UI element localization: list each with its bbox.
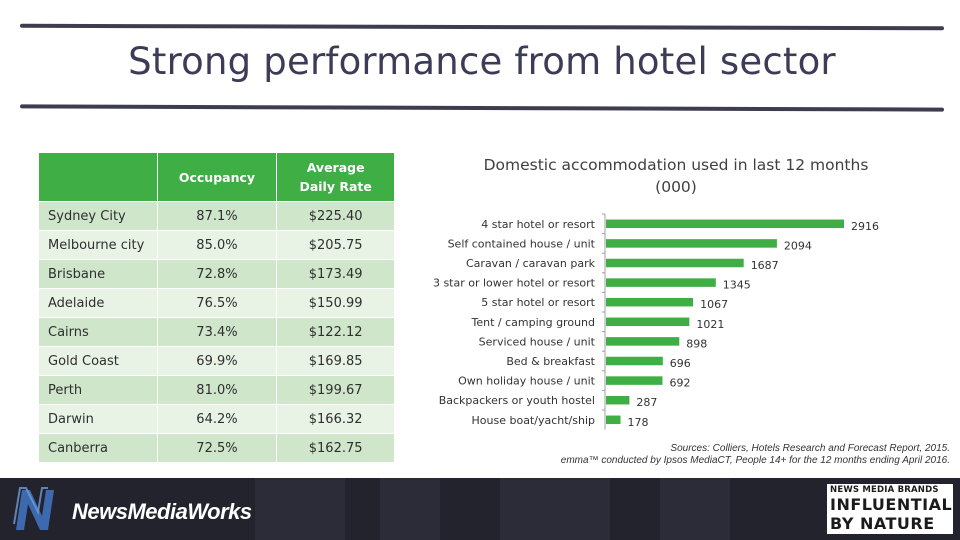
chart-category-label: Tent / camping ground <box>470 316 595 329</box>
footer-logo-text: NewsMediaWorks <box>72 499 252 524</box>
chart-category-label: Self contained house / unit <box>448 237 596 250</box>
chart-category-label: Own holiday house / unit <box>458 375 596 388</box>
table-row: Cairns 73.4% $122.12 <box>38 317 395 347</box>
chart-bar <box>606 337 680 346</box>
chart-bar <box>606 219 844 229</box>
table-header-average-daily-rate: Average Daily Rate <box>276 152 395 202</box>
chart-bar <box>606 278 716 287</box>
chart-bar <box>606 258 744 268</box>
chart-title-line1: Domestic accommodation used in last 12 m… <box>483 156 869 174</box>
footer-bar <box>0 478 960 540</box>
chart-category-label: 4 star hotel or resort <box>481 218 595 231</box>
chart-category-label: 5 star hotel or resort <box>481 296 595 309</box>
table-cell-occupancy: 85.0% <box>156 230 278 260</box>
chart-category-label: 3 star or lower hotel or resort <box>433 277 596 290</box>
chart-category-label: House boat/yacht/ship <box>472 414 595 427</box>
table-cell-adr: $205.75 <box>276 230 395 260</box>
sources-line1: Sources: Colliers, Hotels Research and F… <box>670 443 950 454</box>
table-row: Adelaide 76.5% $150.99 <box>38 288 395 318</box>
table-cell-city: Sydney City <box>38 201 158 231</box>
table-row: Canberra 72.5% $162.75 <box>38 433 395 463</box>
table-cell-occupancy: 72.8% <box>156 259 278 289</box>
table-cell-occupancy: 72.5% <box>156 433 278 463</box>
table-cell-occupancy: 69.9% <box>156 346 278 376</box>
chart-value-label: 287 <box>636 396 657 409</box>
table-cell-adr: $199.67 <box>276 375 395 405</box>
chart-value-label: 696 <box>670 357 691 370</box>
newsmediaworks-logo-icon <box>13 487 54 530</box>
table-cell-adr: $122.12 <box>276 317 395 347</box>
table-cell-city: Adelaide <box>38 288 158 318</box>
chart-bar <box>606 317 690 327</box>
chart-bar <box>606 376 663 385</box>
top-rule <box>19 23 945 31</box>
table-cell-city: Brisbane <box>38 259 158 289</box>
table-cell-city: Darwin <box>38 404 158 434</box>
table-cell-adr: $150.99 <box>276 288 395 318</box>
footer-stripe <box>380 478 440 540</box>
chart-category-label: Bed & breakfast <box>506 355 595 368</box>
chart-value-label: 178 <box>628 416 649 429</box>
table-cell-city: Gold Coast <box>38 346 158 376</box>
chart-category-label: Serviced house / unit <box>479 335 596 348</box>
chart-value-label: 1067 <box>700 298 728 311</box>
chart-value-label: 898 <box>686 337 707 350</box>
table-cell-adr: $166.32 <box>276 404 395 434</box>
table-header-adr-label: Average Daily Rate <box>299 160 372 194</box>
table-cell-adr: $162.75 <box>276 433 395 463</box>
chart-bar <box>606 395 630 405</box>
table-row: Brisbane 72.8% $173.49 <box>38 259 395 289</box>
influential-by-nature-badge: NEWS MEDIA BRANDS INFLUENTIAL BY NATURE <box>827 484 953 534</box>
chart-title-line2: (000) <box>655 178 697 196</box>
badge-line1: NEWS MEDIA BRANDS <box>830 485 939 495</box>
table-row: Sydney City 87.1% $225.40 <box>38 201 395 231</box>
footer-stripe <box>255 478 345 540</box>
table-header-city <box>38 152 158 202</box>
chart-value-label: 2094 <box>784 239 812 252</box>
hotel-performance-table: Occupancy Average Daily Rate Sydney City… <box>38 152 395 463</box>
footer-stripe <box>660 478 730 540</box>
sources-line2: emma™ conducted by Ipsos MediaCT, People… <box>560 455 950 466</box>
chart-bar <box>606 239 777 248</box>
table-cell-city: Cairns <box>38 317 158 347</box>
footer-stripe <box>500 478 610 540</box>
table-row: Perth 81.0% $199.67 <box>38 375 395 405</box>
table-header-row: Occupancy Average Daily Rate <box>38 152 395 202</box>
table-cell-adr: $169.85 <box>276 346 395 376</box>
chart-value-label: 1021 <box>696 318 724 331</box>
sources-note: Sources: Colliers, Hotels Research and F… <box>561 443 950 467</box>
table-cell-adr: $173.49 <box>276 259 395 289</box>
table-cell-occupancy: 81.0% <box>156 375 278 405</box>
chart-category-label: Backpackers or youth hostel <box>439 394 595 407</box>
chart-bar <box>606 415 621 425</box>
table-cell-occupancy: 76.5% <box>156 288 278 318</box>
table-cell-city: Perth <box>38 375 158 405</box>
chart-value-label: 1345 <box>723 279 751 292</box>
table-cell-city: Melbourne city <box>38 230 158 260</box>
chart-bar <box>606 297 694 307</box>
table-cell-occupancy: 73.4% <box>156 317 278 347</box>
chart-value-label: 2916 <box>851 220 879 233</box>
badge-line2: INFLUENTIAL <box>830 495 953 514</box>
table-cell-city: Canberra <box>38 433 158 463</box>
badge-line3: BY NATURE <box>830 514 935 533</box>
table-row: Gold Coast 69.9% $169.85 <box>38 346 395 376</box>
table-cell-occupancy: 64.2% <box>156 404 278 434</box>
page-title: Strong performance from hotel sector <box>128 40 836 83</box>
table-header-occupancy: Occupancy <box>156 152 278 202</box>
chart-value-label: 692 <box>669 377 690 390</box>
chart-bar <box>606 356 663 366</box>
accommodation-bar-chart: 4 star hotel or resort 2916 Self contained… <box>433 213 879 430</box>
table-cell-adr: $225.40 <box>276 201 395 231</box>
table-row: Darwin 64.2% $166.32 <box>38 404 395 434</box>
title-underline-rule <box>19 104 945 112</box>
chart-title: Domestic accommodation used in last 12 m… <box>470 154 882 198</box>
chart-value-label: 1687 <box>751 259 779 272</box>
table-cell-occupancy: 87.1% <box>156 201 278 231</box>
chart-category-label: Caravan / caravan park <box>466 257 596 270</box>
table-row: Melbourne city 85.0% $205.75 <box>38 230 395 260</box>
